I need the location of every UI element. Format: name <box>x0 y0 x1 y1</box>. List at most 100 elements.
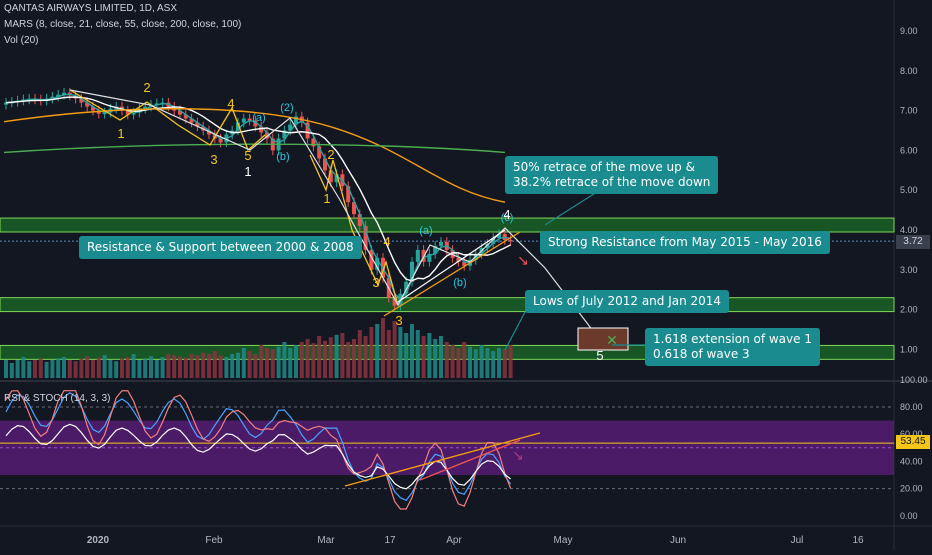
candle-body <box>294 116 298 125</box>
volume-bar <box>363 336 368 378</box>
volume-bar <box>444 342 449 378</box>
candle-body <box>178 110 182 115</box>
wave-label: 3 <box>372 275 379 290</box>
volume-bar <box>433 339 438 378</box>
ma-55-line <box>3 108 506 203</box>
volume-bar <box>21 357 26 378</box>
candle-body <box>241 118 246 123</box>
time-tick-label: May <box>554 535 573 546</box>
volume-bar <box>79 358 84 378</box>
volume-bar <box>73 361 78 378</box>
callout-extension-line-2: 0.618 of wave 3 <box>653 347 750 361</box>
volume-bar <box>479 345 484 378</box>
volume-bar <box>189 354 194 378</box>
wave-label: 4 <box>383 234 390 249</box>
candle-body <box>247 118 252 121</box>
candle-body <box>259 126 264 133</box>
wave-projection-line <box>69 89 601 341</box>
callout-strong-resistance: Strong Resistance from May 2015 - May 20… <box>540 231 830 254</box>
wave-label: (b) <box>453 277 466 289</box>
volume-bar <box>317 336 322 378</box>
time-tick-label: Mar <box>317 535 335 546</box>
candle-body <box>462 261 467 266</box>
volume-bar <box>485 348 490 378</box>
volume-bar <box>224 357 229 378</box>
volume-bar <box>276 346 281 378</box>
volume-bar <box>491 351 496 378</box>
candle-body <box>282 130 287 139</box>
price-tick-label: 1.00 <box>900 344 918 354</box>
rsi-tick-label: 40.00 <box>900 456 923 466</box>
price-tick-label: 8.00 <box>900 66 918 76</box>
volume-bar <box>207 354 211 378</box>
rsi-stoch-indicator-legend[interactable]: RSI & STOCH (14, 3, 3) <box>4 393 111 404</box>
wave-label: (b) <box>276 151 289 163</box>
candle-body <box>85 102 90 107</box>
volume-bar <box>299 342 304 378</box>
ma-200-line <box>3 143 506 154</box>
candle-body <box>195 122 200 127</box>
callout-retrace: 50% retrace of the move up & 38.2% retra… <box>505 156 719 194</box>
price-tick-label: 2.00 <box>900 305 918 315</box>
zone-support-2000-2008 <box>0 297 895 313</box>
volume-bar <box>166 354 171 378</box>
volume-bar <box>427 333 432 378</box>
volume-bar <box>96 357 101 378</box>
candle-body <box>311 138 316 147</box>
volume-bar <box>149 356 153 378</box>
wave-label: 3 <box>210 152 217 167</box>
volume-bar <box>456 348 461 378</box>
candle-body <box>456 257 461 262</box>
volume-bar <box>125 357 130 378</box>
volume-bar <box>172 355 177 378</box>
candle-body <box>183 114 188 119</box>
price-tick-label: 5.00 <box>900 185 918 195</box>
volume-indicator-legend[interactable]: Vol (20) <box>4 35 39 46</box>
candle-body <box>369 249 374 270</box>
volume-bar <box>398 327 403 378</box>
candle-body <box>131 112 136 115</box>
candle-body <box>328 170 333 183</box>
candle-body <box>357 214 362 227</box>
candle-body <box>508 239 513 242</box>
wave-label: (a) <box>419 225 432 237</box>
rsi-value-badge: 53.45 <box>896 435 930 449</box>
wave-label: (2) <box>280 102 293 114</box>
elliott-wave-path-2 <box>309 154 399 306</box>
candle-body <box>392 297 397 306</box>
candle-body <box>50 96 55 99</box>
callout-retrace-line-1: 50% retrace of the move up & <box>513 160 695 174</box>
volume-bar <box>67 360 72 378</box>
volume-bar <box>305 339 310 378</box>
candle-body <box>404 281 409 294</box>
volume-bar <box>178 356 182 378</box>
rsi-trendline-lower <box>344 432 541 487</box>
volume-bar <box>502 349 507 378</box>
symbol-title[interactable]: QANTAS AIRWAYS LIMITED, 1D, ASX <box>4 3 178 14</box>
candle-body <box>79 98 84 103</box>
candle-body <box>415 249 420 262</box>
volume-bar <box>143 358 148 378</box>
wave-label: 3 <box>395 313 402 328</box>
volume-bar <box>294 345 298 378</box>
candle-body <box>427 253 432 262</box>
volume-bar <box>357 330 362 378</box>
callout-lows-2012-2014: Lows of July 2012 and Jan 2014 <box>525 290 730 313</box>
volume-bar <box>154 360 159 378</box>
target-box <box>577 327 629 351</box>
volume-bar <box>120 358 124 378</box>
wave-label: 1 <box>244 164 251 179</box>
volume-bar <box>236 352 240 378</box>
candle-body <box>410 261 414 282</box>
mars-indicator-legend[interactable]: MARS (8, close, 21, close, 55, close, 20… <box>4 19 242 30</box>
time-tick-label: Jun <box>670 535 686 546</box>
volume-bar <box>340 333 345 378</box>
wave-label: (c) <box>501 212 514 224</box>
candle-body <box>323 158 327 171</box>
stoch-d-line <box>5 390 512 510</box>
volume-bar <box>421 336 426 378</box>
volume-bar <box>9 363 14 378</box>
wave-label: 5 <box>244 148 251 163</box>
